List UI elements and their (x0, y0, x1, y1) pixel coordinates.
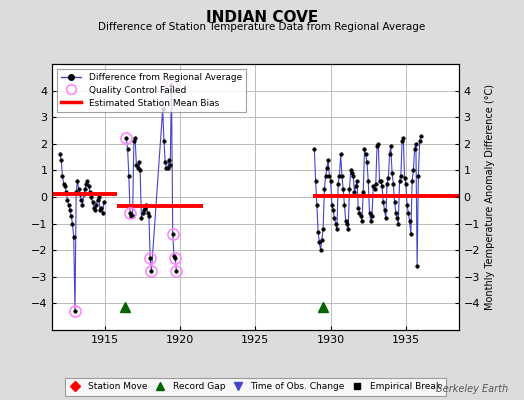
Text: INDIAN COVE: INDIAN COVE (206, 10, 318, 25)
Text: Difference of Station Temperature Data from Regional Average: Difference of Station Temperature Data f… (99, 22, 425, 32)
Y-axis label: Monthly Temperature Anomaly Difference (°C): Monthly Temperature Anomaly Difference (… (485, 84, 495, 310)
Text: Berkeley Earth: Berkeley Earth (436, 384, 508, 394)
Legend: Station Move, Record Gap, Time of Obs. Change, Empirical Break: Station Move, Record Gap, Time of Obs. C… (66, 378, 445, 396)
